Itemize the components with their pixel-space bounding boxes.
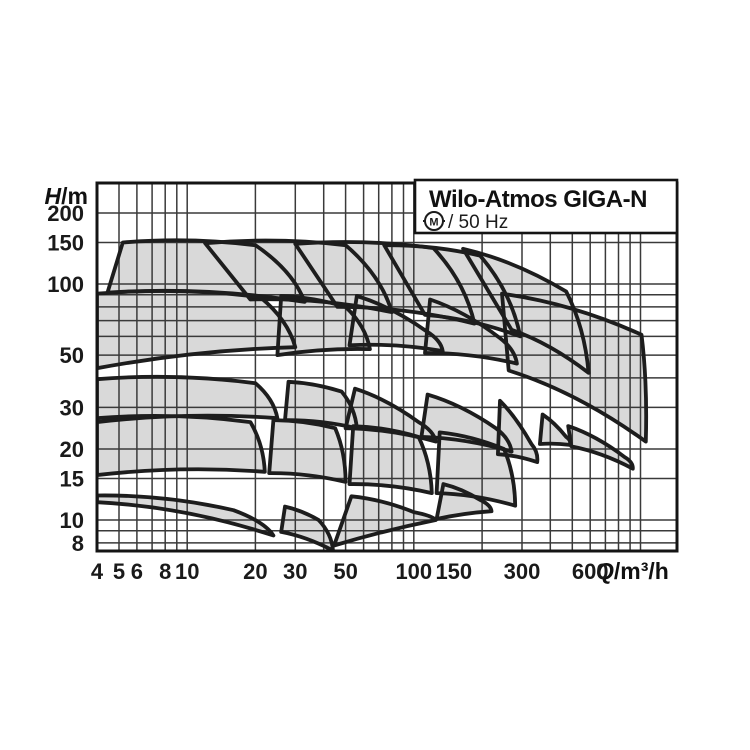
pump-envelope-outline-r4p3 xyxy=(347,424,434,495)
title-box: Wilo-Atmos GIGA-N M / 50 Hz xyxy=(413,178,679,235)
pump-envelope-outline-r2p4 xyxy=(423,297,519,366)
pump-envelope-outline-r1p5 xyxy=(461,246,591,375)
title-box-frame xyxy=(413,178,679,235)
pump-envelope-fill-r5p3 xyxy=(334,496,436,546)
x-tick-label-50: 50 xyxy=(333,559,357,584)
pump-envelope-outline-r3p3 xyxy=(343,386,438,444)
y-tick-label-8: 8 xyxy=(72,531,84,556)
y-tick-label-150: 150 xyxy=(47,231,84,256)
tick-label-layer: 4 5 6 8 10 20 30 50 100 150 300 6002001501005030201… xyxy=(47,201,608,584)
pump-envelope-outline-r3p2 xyxy=(283,379,359,431)
pump-envelope-outline-r1p2 xyxy=(203,238,394,315)
pump-envelope-fill-r2p4 xyxy=(425,299,517,364)
y-tick-label-50: 50 xyxy=(60,343,84,368)
pump-envelope-fill-r3p2 xyxy=(285,381,357,429)
y-axis-title: H/m xyxy=(45,183,88,209)
motor-icon: M xyxy=(423,211,445,231)
pump-envelope-outline-r1p4 xyxy=(382,243,523,339)
y-tick-label-20: 20 xyxy=(60,437,84,462)
x-tick-label-300: 300 xyxy=(504,559,541,584)
x-tick-label-4: 4 xyxy=(91,559,104,584)
y-tick-label-10: 10 xyxy=(60,508,84,533)
x-tick-label-10: 10 xyxy=(175,559,199,584)
pump-envelope-fill-r3p5 xyxy=(497,400,538,463)
grid-layer xyxy=(96,183,677,551)
pump-envelope-fill-r2p5 xyxy=(502,293,647,442)
pump-envelope-fill-r4p2 xyxy=(269,420,346,482)
pump-envelope-outline-r2p3 xyxy=(347,294,445,353)
pump-envelope-outline-r4p5 xyxy=(566,424,635,471)
x-tick-label-20: 20 xyxy=(243,559,267,584)
pump-envelope-outline-r2p2 xyxy=(275,294,372,357)
y-tick-label-30: 30 xyxy=(60,395,84,420)
pump-envelope-outline-r3p5 xyxy=(496,398,540,464)
y-tick-label-100: 100 xyxy=(47,272,84,297)
y-tick-label-15: 15 xyxy=(60,467,84,492)
frequency-label: / 50 Hz xyxy=(448,212,508,233)
pump-envelope-outline-r5p4 xyxy=(434,482,494,521)
chart-title: Wilo-Atmos GIGA-N xyxy=(429,186,647,213)
x-tick-label-30: 30 xyxy=(283,559,307,584)
pump-envelope-fill-r5p2 xyxy=(281,506,333,551)
pump-envelope-outline-r5p3 xyxy=(332,494,438,548)
pump-envelope-fill-r4p1 xyxy=(97,415,265,476)
pump-envelope-fill-r3p6 xyxy=(539,414,571,445)
motor-icon-letter: M xyxy=(429,217,438,229)
pump-envelope-outline-r3p4 xyxy=(419,392,514,454)
pump-envelope-outline-r5p2 xyxy=(279,504,335,551)
pump-envelope-outline-r4p2 xyxy=(267,418,348,484)
pump-envelope-outline-r4p4 xyxy=(434,430,518,508)
x-tick-label-6: 6 xyxy=(131,559,143,584)
x-tick-label-100: 100 xyxy=(395,559,432,584)
pump-envelope-outline-r2p1 xyxy=(97,289,298,371)
y-tick-label-200: 200 xyxy=(47,201,84,226)
x-tick-label-150: 150 xyxy=(435,559,472,584)
pump-envelope-outline-r2p5 xyxy=(500,291,649,444)
envelope-outline-layer xyxy=(97,238,649,551)
pump-envelope-outline-r4p1 xyxy=(97,413,267,477)
x-axis-title: Q/m³/h xyxy=(596,558,669,584)
x-tick-label-5: 5 xyxy=(113,559,125,584)
pump-envelope-fill-r4p3 xyxy=(349,426,432,494)
x-tick-label-8: 8 xyxy=(159,559,171,584)
x-tick-label-600: 600 xyxy=(572,559,609,584)
plot-border xyxy=(95,181,679,553)
pump-envelope-fill-r4p5 xyxy=(568,426,633,469)
pump-envelope-outline-r5p1 xyxy=(97,493,276,538)
